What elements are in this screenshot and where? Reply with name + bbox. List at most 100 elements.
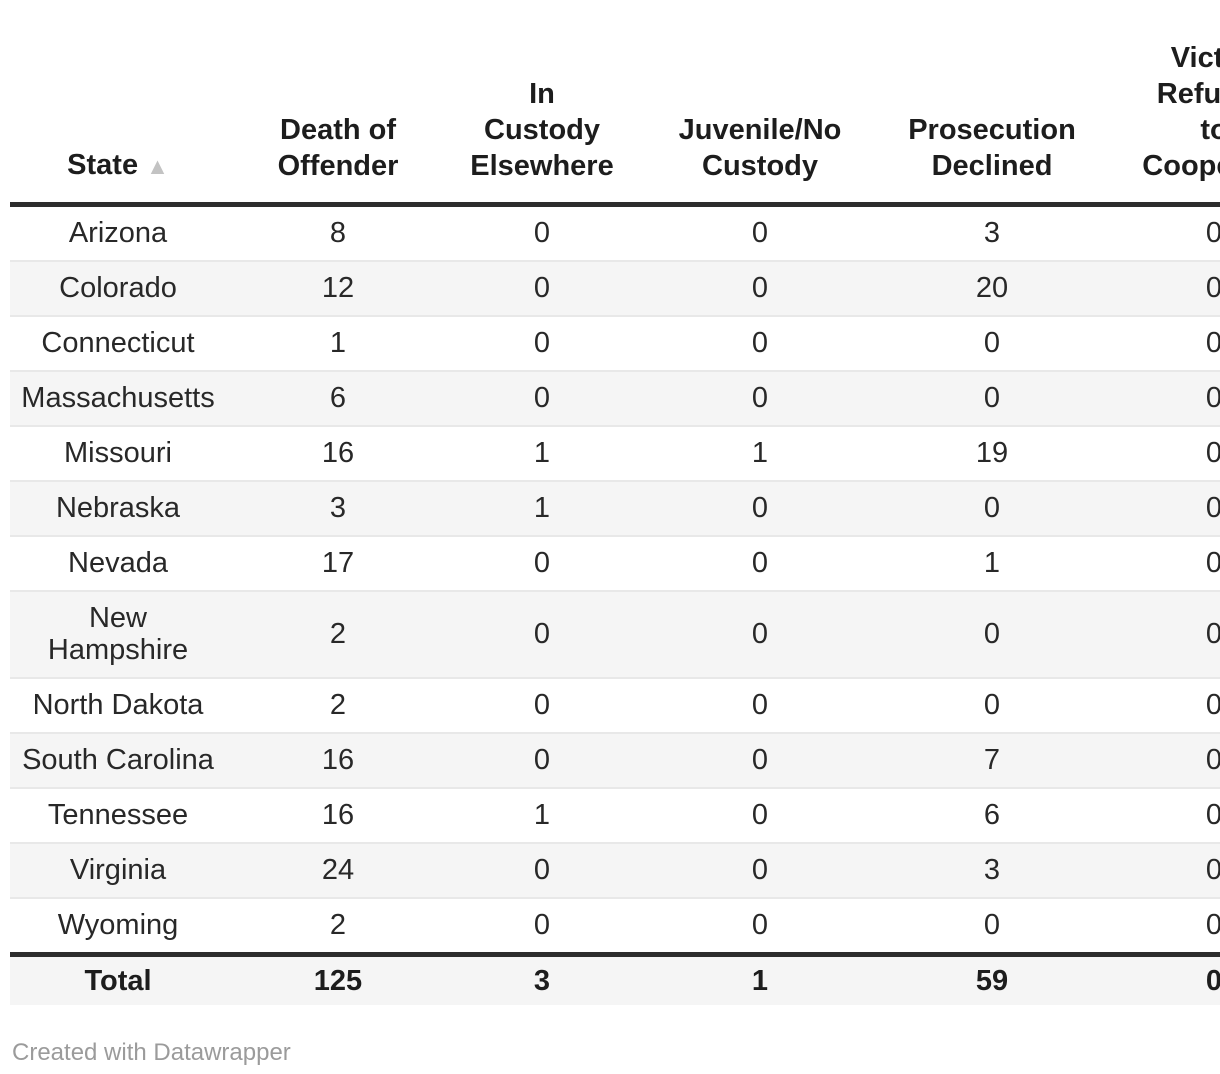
value-cell: 0 [751, 382, 769, 414]
value-cell: 20 [975, 272, 1009, 304]
value-cell: 24 [321, 854, 355, 886]
table-row: South Carolina 16 0 0 7 0 [10, 733, 1220, 788]
total-value-cell: 0 [1205, 965, 1220, 997]
state-cell: North Dakota [32, 689, 204, 721]
value-cell: 16 [321, 744, 355, 776]
total-label-cell: Total [84, 965, 152, 997]
value-cell: 0 [751, 618, 769, 650]
value-cell: 0 [751, 492, 769, 524]
value-cell: 0 [751, 547, 769, 579]
datawrapper-credit[interactable]: Created with Datawrapper [12, 1039, 291, 1066]
value-cell: 0 [533, 689, 551, 721]
value-cell: 0 [1205, 492, 1220, 524]
value-cell: 3 [983, 854, 1001, 886]
total-value-cell: 125 [313, 965, 363, 997]
table-row: Colorado 12 0 0 20 0 [10, 261, 1220, 316]
value-cell: 0 [533, 217, 551, 249]
total-value-cell: 3 [533, 965, 551, 997]
value-cell: 0 [1205, 217, 1220, 249]
value-cell: 0 [1205, 437, 1220, 469]
value-cell: 6 [983, 799, 1001, 831]
column-header-death-of-offender[interactable]: Death of Offender [277, 114, 399, 182]
table-row: Connecticut 1 0 0 0 0 [10, 316, 1220, 371]
value-cell: 0 [983, 327, 1001, 359]
value-cell: 6 [329, 382, 347, 414]
value-cell: 0 [983, 909, 1001, 941]
column-header-in-custody-elsewhere[interactable]: In Custody Elsewhere [470, 78, 614, 182]
value-cell: 0 [1205, 272, 1220, 304]
value-cell: 0 [751, 217, 769, 249]
value-cell: 0 [533, 327, 551, 359]
column-header-state[interactable]: State ▲ [10, 0, 226, 205]
state-cell: New Hampshire [47, 602, 189, 666]
value-cell: 0 [983, 382, 1001, 414]
state-cell: Nevada [68, 547, 168, 579]
table-foot: Total 125 3 1 59 0 [10, 954, 1220, 1005]
table-row: Wyoming 2 0 0 0 0 [10, 898, 1220, 955]
value-cell: 2 [329, 618, 347, 650]
value-cell: 0 [1205, 909, 1220, 941]
column-header-prosecution-declined[interactable]: Prosecution Declined [908, 114, 1076, 182]
total-value-cell: 1 [751, 965, 769, 997]
state-cell: Connecticut [41, 327, 195, 359]
table-row: Nebraska 3 1 0 0 0 [10, 481, 1220, 536]
value-cell: 1 [533, 799, 551, 831]
table-header: State ▲ Death of Offender In Custody Else… [10, 0, 1220, 205]
state-cell: South Carolina [22, 744, 214, 776]
state-case-outcomes-table: State ▲ Death of Offender In Custody Else… [10, 0, 1220, 1005]
state-cell: Missouri [64, 437, 172, 469]
total-row: Total 125 3 1 59 0 [10, 954, 1220, 1005]
value-cell: 0 [751, 272, 769, 304]
column-header-victim-refused-to-cooperate[interactable]: Victim Refused to Cooperate [1142, 42, 1220, 182]
value-cell: 12 [321, 272, 355, 304]
value-cell: 1 [533, 492, 551, 524]
value-cell: 1 [751, 437, 769, 469]
value-cell: 0 [751, 327, 769, 359]
value-cell: 3 [983, 217, 1001, 249]
table-row: New Hampshire 2 0 0 0 0 [10, 591, 1220, 678]
value-cell: 19 [975, 437, 1009, 469]
value-cell: 0 [1205, 618, 1220, 650]
value-cell: 0 [751, 854, 769, 886]
value-cell: 0 [1205, 799, 1220, 831]
value-cell: 0 [751, 744, 769, 776]
value-cell: 7 [983, 744, 1001, 776]
value-cell: 17 [321, 547, 355, 579]
total-value-cell: 59 [975, 965, 1009, 997]
value-cell: 0 [983, 492, 1001, 524]
value-cell: 1 [533, 437, 551, 469]
table-row: North Dakota 2 0 0 0 0 [10, 678, 1220, 733]
value-cell: 0 [1205, 547, 1220, 579]
value-cell: 8 [329, 217, 347, 249]
value-cell: 2 [329, 689, 347, 721]
value-cell: 16 [321, 799, 355, 831]
state-cell: Colorado [59, 272, 177, 304]
table-row: Missouri 16 1 1 19 0 [10, 426, 1220, 481]
value-cell: 0 [533, 854, 551, 886]
value-cell: 0 [751, 799, 769, 831]
table-row: Tennessee 16 1 0 6 0 [10, 788, 1220, 843]
state-cell: Wyoming [57, 909, 179, 941]
value-cell: 1 [329, 327, 347, 359]
state-cell: Tennessee [47, 799, 189, 831]
value-cell: 0 [983, 689, 1001, 721]
table-row: Nevada 17 0 0 1 0 [10, 536, 1220, 591]
value-cell: 3 [329, 492, 347, 524]
value-cell: 0 [751, 689, 769, 721]
value-cell: 0 [1205, 689, 1220, 721]
state-cell: Arizona [68, 217, 168, 249]
value-cell: 0 [1205, 854, 1220, 886]
value-cell: 0 [533, 909, 551, 941]
value-cell: 1 [983, 547, 1001, 579]
value-cell: 0 [533, 382, 551, 414]
table-row: Virginia 24 0 0 3 0 [10, 843, 1220, 898]
value-cell: 0 [1205, 327, 1220, 359]
value-cell: 0 [1205, 382, 1220, 414]
column-header-juvenile-no-custody[interactable]: Juvenile/No Custody [678, 114, 842, 182]
value-cell: 16 [321, 437, 355, 469]
table-row: Arizona 8 0 0 3 0 [10, 205, 1220, 262]
state-cell: Nebraska [55, 492, 181, 524]
state-cell: Virginia [69, 854, 167, 886]
header-row: State ▲ Death of Offender In Custody Else… [10, 0, 1220, 205]
